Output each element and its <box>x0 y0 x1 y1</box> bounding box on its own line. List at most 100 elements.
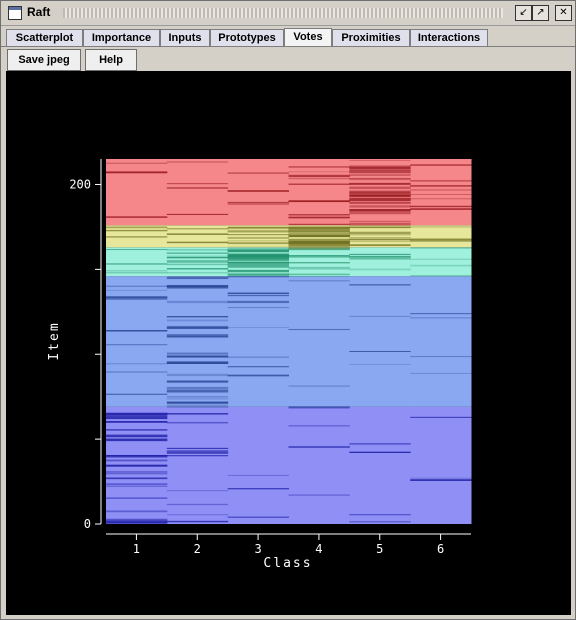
heatmap-stripe <box>227 172 289 174</box>
heatmap-stripe <box>349 174 411 176</box>
heatmap-stripe <box>106 477 168 480</box>
heatmap-block <box>227 159 289 226</box>
heatmap-stripe <box>106 236 168 237</box>
heatmap-stripe <box>410 317 472 319</box>
tab-prototypes[interactable]: Prototypes <box>210 29 284 47</box>
heatmap-stripe <box>288 232 350 235</box>
heatmap-stripe <box>106 344 168 346</box>
maximize-icon[interactable]: ↗ <box>532 5 549 21</box>
heatmap-stripe <box>410 275 472 277</box>
heatmap-stripe <box>288 248 350 249</box>
heatmap-stripe <box>166 353 229 355</box>
heatmap-stripe <box>349 350 411 353</box>
heatmap-stripe <box>288 239 350 241</box>
heatmap-stripe <box>166 252 229 254</box>
heatmap-stripe <box>106 455 168 458</box>
minimize-icon[interactable]: ↙ <box>515 5 532 21</box>
heatmap-stripe <box>106 371 168 373</box>
heatmap-stripe <box>106 518 168 521</box>
heatmap-stripe <box>349 205 411 208</box>
heatmap-stripe <box>288 231 350 233</box>
heatmap-stripe <box>106 421 168 423</box>
heatmap-stripe <box>227 264 289 268</box>
heatmap-stripe <box>349 211 411 215</box>
heatmap-stripe <box>349 171 411 174</box>
heatmap-stripe <box>106 434 168 438</box>
y-tick-label: 0 <box>84 517 91 531</box>
heatmap-stripe <box>288 266 350 268</box>
heatmap-stripe <box>106 249 168 251</box>
heatmap-stripe <box>166 421 229 424</box>
heatmap-stripe <box>410 416 472 418</box>
heatmap-stripe <box>410 194 472 195</box>
heatmap-stripe <box>227 203 289 205</box>
heatmap-stripe <box>166 260 229 262</box>
heatmap-stripe <box>410 372 472 374</box>
tab-votes[interactable]: Votes <box>284 28 332 48</box>
heatmap-stripe <box>166 257 229 259</box>
tab-divider <box>1 46 575 47</box>
votes-heatmap: 1 2 3 4 5 6 0 200 Class Item <box>47 159 472 571</box>
window-title: Raft <box>27 5 51 19</box>
heatmap-stripe <box>349 364 411 365</box>
heatmap-block <box>410 159 472 226</box>
heatmap-stripe <box>349 166 411 169</box>
heatmap-stripe <box>106 162 168 164</box>
title-bar[interactable]: Raft ↙ ↗ ✕ <box>1 1 575 26</box>
heatmap-stripe <box>349 443 411 445</box>
heatmap-stripe <box>227 266 289 268</box>
heatmap-stripe <box>349 193 411 194</box>
heatmap-block <box>410 276 472 407</box>
heatmap-stripe <box>349 268 411 271</box>
heatmap-stripe <box>349 220 411 222</box>
heatmap-stripe <box>227 258 289 260</box>
heatmap-stripe <box>349 255 411 258</box>
heatmap-stripe <box>349 208 411 212</box>
tab-importance[interactable]: Importance <box>83 29 160 47</box>
heatmap-stripe <box>166 241 229 244</box>
heatmap-block <box>288 276 350 407</box>
y-axis-label: Item <box>47 321 62 360</box>
heatmap-stripe <box>410 479 472 481</box>
heatmap-block <box>349 406 411 524</box>
title-bar-grip[interactable] <box>63 8 503 18</box>
heatmap-stripe <box>410 238 472 240</box>
heatmap-stripe <box>410 258 472 260</box>
heatmap-stripe <box>166 380 229 383</box>
heatmap-stripe <box>106 435 168 438</box>
heatmap-stripe <box>227 240 289 242</box>
heatmap-stripe <box>349 159 411 162</box>
heatmap-stripe <box>227 488 289 490</box>
heatmap-stripe <box>166 325 229 328</box>
heatmap-stripe <box>288 268 350 270</box>
heatmap-stripe <box>227 516 289 518</box>
save-jpeg-button[interactable]: Save jpeg <box>7 49 81 71</box>
heatmap-stripe <box>410 189 472 191</box>
heatmap-stripe <box>288 446 350 448</box>
heatmap-stripe <box>288 494 350 496</box>
tab-interactions[interactable]: Interactions <box>410 29 488 47</box>
heatmap-stripe <box>166 398 229 400</box>
heatmap-stripe <box>106 429 168 431</box>
tab-scatterplot[interactable]: Scatterplot <box>6 29 83 47</box>
heatmap-stripe <box>349 182 411 185</box>
heatmap-stripe <box>349 169 411 173</box>
x-tick-label: 6 <box>437 542 444 556</box>
tab-proximities[interactable]: Proximities <box>332 29 410 47</box>
close-icon[interactable]: ✕ <box>555 5 572 21</box>
heatmap-stripe <box>227 201 289 203</box>
tab-inputs[interactable]: Inputs <box>160 29 210 47</box>
heatmap-stripe <box>106 438 168 442</box>
heatmap-stripe <box>349 222 411 226</box>
heatmap-stripe <box>410 239 472 241</box>
heatmap-stripe <box>166 450 229 452</box>
toolbar: Save jpeg Help <box>1 47 575 71</box>
heatmap-stripe <box>106 416 168 419</box>
help-button[interactable]: Help <box>85 49 137 71</box>
heatmap-stripe <box>288 244 350 247</box>
heatmap-stripe <box>166 261 229 263</box>
heatmap-stripe <box>166 249 229 251</box>
heatmap-stripe <box>349 244 411 246</box>
heatmap-stripe <box>288 240 350 244</box>
heatmap-stripe <box>288 227 350 230</box>
